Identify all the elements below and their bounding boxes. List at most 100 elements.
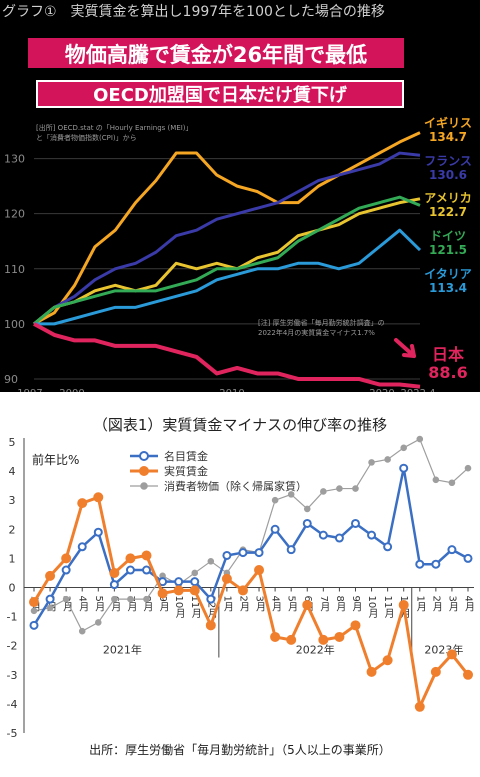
top-chart-note-box: [注] 厚生労働省「毎月勤労統計調査」の2022年4月の実質賃金マイナス1.7% xyxy=(258,319,385,337)
top-series-line xyxy=(33,322,421,389)
bottom-x-tick-label: 4月 xyxy=(77,596,89,613)
bottom-series-point xyxy=(189,585,200,596)
bottom-series-point xyxy=(366,666,377,677)
top-series-final-value: 122.7 xyxy=(429,205,467,219)
bottom-x-tick-label: 7月 xyxy=(318,596,330,613)
bottom-chart-source: 出所：厚生労働省「毎月勤労統計」（5人以上の事業所） xyxy=(89,742,391,757)
bottom-series-point xyxy=(78,627,86,635)
bottom-series-point xyxy=(320,488,327,495)
bottom-series-point xyxy=(62,595,70,603)
bottom-series-point xyxy=(29,620,39,630)
top-series-name: フランス xyxy=(424,154,472,168)
bottom-series-point xyxy=(416,435,424,443)
bottom-series-line xyxy=(33,438,469,632)
bottom-series-point xyxy=(302,599,313,610)
subtitle-banner-inner xyxy=(38,82,402,106)
top-chart-source-box: [出所] OECD.stat の「Hourly Earnings (MEI)」と… xyxy=(36,124,193,142)
legend-swatch-marker xyxy=(140,482,148,490)
bottom-x-tick-label: 1月 xyxy=(221,596,233,613)
bottom-series-point xyxy=(125,565,135,575)
bottom-series-point xyxy=(286,545,296,555)
bottom-series-point xyxy=(173,585,184,596)
bottom-y-tick-label: 0 xyxy=(9,582,16,595)
bottom-series-point xyxy=(45,570,56,581)
bottom-series-point xyxy=(352,485,359,492)
bottom-series-point xyxy=(237,585,248,596)
bottom-series-point xyxy=(141,550,152,561)
bottom-series-point xyxy=(45,594,55,604)
bottom-year-label: 2023年 xyxy=(424,643,463,657)
bottom-year-label: 2022年 xyxy=(296,643,335,657)
bottom-series-point xyxy=(238,548,248,558)
bottom-chart-grid: 543210-1-2-3-4-51月2月3月4月5月6月7月8月9月10月11月… xyxy=(7,436,475,740)
top-chart-subtitle: OECD加盟国で日本だけ賃下げ xyxy=(93,84,348,106)
legend-label: 消費者物価（除く帰属家賃） xyxy=(164,479,307,493)
top-series-name: ドイツ xyxy=(430,229,466,243)
bottom-chart-series xyxy=(29,435,473,712)
bottom-series-point xyxy=(142,565,152,575)
bottom-x-tick-label: 2月 xyxy=(430,596,442,613)
legend-swatch-marker xyxy=(139,451,149,461)
bottom-series-point xyxy=(415,559,425,569)
bottom-series-point xyxy=(109,567,120,578)
bottom-x-tick-label: 10月 xyxy=(173,596,185,620)
top-y-tick-label: 110 xyxy=(4,263,25,276)
bottom-series-point xyxy=(125,553,136,564)
bottom-year-label: 2021年 xyxy=(103,643,142,657)
bottom-x-tick-label: 9月 xyxy=(157,596,169,613)
bottom-series-point xyxy=(447,545,457,555)
bottom-series-point xyxy=(400,444,408,452)
bottom-series-point xyxy=(77,498,88,509)
legend-label: 実質賃金 xyxy=(164,464,208,478)
bottom-y-tick-label: -2 xyxy=(7,640,18,653)
bottom-series-point xyxy=(430,666,441,677)
bottom-x-tick-label: 5月 xyxy=(93,596,105,613)
bottom-series-point xyxy=(111,595,118,603)
bottom-series-line xyxy=(32,467,469,626)
bottom-x-tick-label: 11月 xyxy=(382,596,394,620)
bottom-y-tick-label: -4 xyxy=(7,698,18,711)
bottom-series-point xyxy=(382,655,393,666)
top-series-line xyxy=(33,151,421,326)
bottom-series-point xyxy=(318,634,329,645)
bottom-series-point xyxy=(367,530,377,540)
top-chart-series xyxy=(33,131,422,389)
bottom-series-point xyxy=(30,607,38,615)
bottom-series-point xyxy=(157,588,168,599)
headline-banner xyxy=(28,38,404,68)
bottom-series-point xyxy=(398,599,409,610)
bottom-series-point xyxy=(46,604,54,612)
bottom-x-tick-label: 2月 xyxy=(237,596,249,613)
top-chart-title: グラフ① 実質賃金を算出し1997年を100とした場合の推移 xyxy=(2,4,385,20)
bottom-series-point xyxy=(334,631,345,642)
legend-label: 名目賃金 xyxy=(164,449,208,463)
top-y-tick-label: 100 xyxy=(4,318,25,331)
bottom-x-tick-label: 4月 xyxy=(270,596,282,613)
bottom-series-point xyxy=(143,595,150,603)
bottom-series-point xyxy=(61,565,71,575)
top-y-tick-label: 130 xyxy=(4,153,25,166)
legend-swatch-marker xyxy=(139,466,149,476)
bottom-series-point xyxy=(77,542,87,552)
bottom-x-tick-label: 3月 xyxy=(254,596,266,613)
bottom-series-point xyxy=(464,464,472,472)
bottom-series-point xyxy=(463,669,473,680)
bottom-x-tick-label: 5月 xyxy=(286,596,298,613)
bottom-y-tick-label: -1 xyxy=(7,611,18,624)
bottom-series-point xyxy=(270,631,281,642)
top-series-line xyxy=(33,195,421,326)
bottom-x-tick-label: 10月 xyxy=(366,596,378,620)
bottom-series-point xyxy=(254,548,264,558)
bottom-x-tick-label: 3月 xyxy=(446,596,458,613)
bottom-x-tick-label: 4月 xyxy=(463,596,475,613)
bottom-series-point xyxy=(222,550,232,560)
bottom-series-point xyxy=(384,456,391,463)
bottom-series-point xyxy=(93,492,104,503)
bottom-series-point xyxy=(61,553,72,564)
bottom-series-point xyxy=(221,573,232,584)
top-chart-source: [出所] OECD.stat の「Hourly Earnings (MEI)」と… xyxy=(36,124,193,142)
bottom-y-tick-label: 4 xyxy=(9,465,16,478)
